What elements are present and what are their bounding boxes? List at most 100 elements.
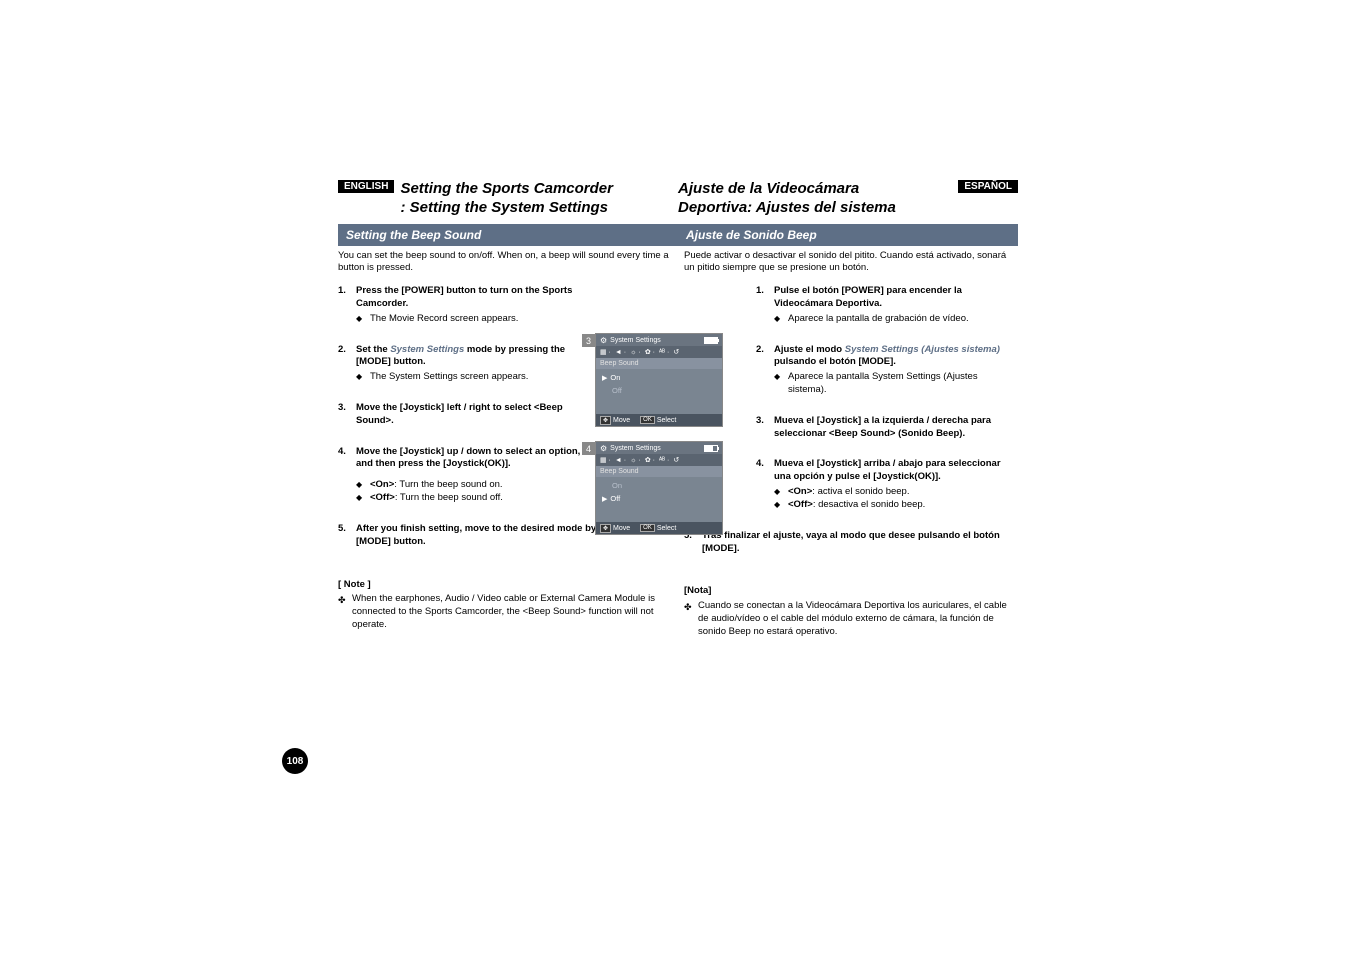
step-en-2-sub-0: The System Settings screen appears. — [356, 371, 593, 384]
title-spanish-line1: Ajuste de la Videocámara — [678, 180, 859, 197]
lang-badge-english: ENGLISH — [338, 180, 394, 193]
step-en-2: Set the System Settings mode by pressing… — [338, 344, 593, 384]
gear-icon: ⚙ — [600, 336, 607, 345]
step-es-4-opt-1: <Off>: desactiva el sonido beep. — [774, 499, 1018, 512]
brightness-icon: ☼ · — [630, 349, 641, 356]
steps-spanish-cont: Tras finalizar el ajuste, vaya al modo q… — [684, 530, 1018, 556]
steps-spanish: Pulse el botón [POWER] para encender la … — [756, 285, 1018, 512]
step-en-2-pre: Set the — [356, 344, 390, 355]
screenshot-3-title: System Settings — [610, 337, 661, 344]
ok-icon: OK — [640, 416, 655, 424]
step-en-1: Press the [POWER] button to turn on the … — [338, 285, 593, 325]
reset-icon: ↺ — [673, 348, 679, 356]
note-body-english: When the earphones, Audio / Video cable … — [338, 593, 672, 631]
screenshot-3-footer: ✥Move OKSelect — [596, 414, 722, 426]
step-en-1-sub-0: The Movie Record screen appears. — [356, 313, 593, 326]
battery-fill — [705, 446, 713, 451]
header-col-spanish: Ajuste de la Videocámara Deportiva: Ajus… — [678, 180, 1018, 218]
step-es-4-opt-0-label: <On> — [788, 486, 812, 497]
battery-icon — [704, 337, 718, 344]
step-es-4-opt-0: <On>: activa el sonido beep. — [774, 486, 1018, 499]
step-es-1-pre: Pulse el botón [POWER] para encender la … — [774, 285, 962, 309]
intro-spanish: Puede activar o desactivar el sonido del… — [684, 250, 1018, 276]
battery-icon — [704, 445, 718, 452]
section-bar-row: Setting the Beep Sound Ajuste de Sonido … — [338, 218, 1018, 246]
screenshot-4-title: System Settings — [610, 445, 661, 452]
speaker-icon: ◄ · — [615, 457, 626, 464]
screenshot-4-row-on-text: On — [612, 481, 622, 490]
step-es-4-opt-1-label: <Off> — [788, 499, 813, 510]
step-en-4-opt-1: <Off>: Turn the beep sound off. — [356, 492, 593, 505]
screenshot-4-row-off: ▶Off — [596, 492, 722, 505]
header-row: ENGLISH Setting the Sports Camcorder : S… — [338, 180, 1018, 218]
step-es-4-pre: Mueva el [Joystick] arriba / abajo para … — [774, 458, 1001, 482]
step-es-2-ital: System Settings (Ajustes sistema) — [845, 344, 1000, 355]
step-es-2-pre: Ajuste el modo — [774, 344, 845, 355]
move-hint: ✥Move — [600, 524, 630, 533]
step-en-4-opt-0: <On>: Turn the beep sound on. — [356, 479, 593, 492]
battery-fill — [705, 338, 717, 343]
screenshot-4-footer: ✥Move OKSelect — [596, 522, 722, 534]
select-label-4: Select — [657, 525, 676, 532]
title-spanish: Ajuste de la Videocámara Deportiva: Ajus… — [678, 180, 896, 218]
screenshot-4-titlebar: ⚙ System Settings — [596, 442, 722, 454]
screenshot-3: 3 ⚙ System Settings ▦ · ◄ · ☼ · ✿ · ᴬᴮ ·… — [595, 333, 723, 427]
screenshot-4-body: On ▶Off — [596, 477, 722, 507]
screenshot-3-row-on-text: On — [610, 373, 620, 382]
reset-icon: ↺ — [673, 456, 679, 464]
screenshot-4-iconrow: ▦ · ◄ · ☼ · ✿ · ᴬᴮ · ↺ — [596, 454, 722, 466]
select-hint: OKSelect — [640, 524, 676, 532]
camcorder-screenshots: 3 ⚙ System Settings ▦ · ◄ · ☼ · ✿ · ᴬᴮ ·… — [595, 333, 723, 549]
header-col-english: ENGLISH Setting the Sports Camcorder : S… — [338, 180, 678, 218]
step-es-2-sub-0: Aparece la pantalla System Settings (Aju… — [774, 371, 1018, 397]
step-es-3: Mueva el [Joystick] a la izquierda / der… — [756, 415, 1018, 441]
joystick-icon: ✥ — [600, 416, 611, 425]
gear-small-icon: ✿ · — [645, 348, 655, 356]
section-bar-english: Setting the Beep Sound — [338, 224, 678, 246]
step-en-4-opt-0-desc: : Turn the beep sound on. — [394, 479, 502, 490]
step-en-2-ital: System Settings — [390, 344, 464, 355]
page-number-badge: 108 — [282, 748, 308, 774]
note-head-spanish: [Nota] — [684, 585, 1018, 598]
gear-small-icon: ✿ · — [645, 456, 655, 464]
arrow-icon: ▶ — [602, 495, 607, 503]
screenshot-4: 4 ⚙ System Settings ▦ · ◄ · ☼ · ✿ · ᴬᴮ ·… — [595, 441, 723, 535]
gear-icon: ⚙ — [600, 444, 607, 453]
step-en-3-pre: Move the [Joystick] left / right to sele… — [356, 402, 563, 426]
intro-english: You can set the beep sound to on/off. Wh… — [338, 250, 672, 276]
step-es-2-post: pulsando el botón [MODE]. — [774, 356, 896, 367]
step-es-2: Ajuste el modo System Settings (Ajustes … — [756, 344, 1018, 397]
move-label: Move — [613, 417, 630, 424]
screenshot-3-row-off-text: Off — [612, 386, 622, 395]
brightness-icon: ☼ · — [630, 457, 641, 464]
step-en-3: Move the [Joystick] left / right to sele… — [338, 402, 593, 428]
select-label: Select — [657, 417, 676, 424]
step-en-4-opt-0-label: <On> — [370, 479, 394, 490]
screenshot-4-number: 4 — [582, 442, 595, 455]
step-es-1: Pulse el botón [POWER] para encender la … — [756, 285, 1018, 325]
title-spanish-line2: Deportiva: Ajustes del sistema — [678, 199, 896, 216]
move-hint: ✥Move — [600, 416, 630, 425]
step-en-4-opt-1-desc: : Turn the beep sound off. — [395, 492, 503, 503]
date-icon: ▦ · — [600, 348, 611, 356]
ok-icon: OK — [640, 524, 655, 532]
screenshot-3-titlebar: ⚙ System Settings — [596, 334, 722, 346]
step-en-4-opt-1-label: <Off> — [370, 492, 395, 503]
step-es-5: Tras finalizar el ajuste, vaya al modo q… — [684, 530, 1018, 556]
col-spanish: Puede activar o desactivar el sonido del… — [678, 246, 1018, 639]
steps-english: Press the [POWER] button to turn on the … — [338, 285, 593, 505]
screenshot-3-row-off: Off — [596, 384, 722, 397]
section-bar-spanish: Ajuste de Sonido Beep — [678, 224, 1018, 246]
screenshot-4-row-on: On — [596, 479, 722, 492]
screenshot-3-label: Beep Sound — [596, 358, 722, 369]
step-es-5-pre: Tras finalizar el ajuste, vaya al modo q… — [702, 530, 1000, 554]
step-es-3-pre: Mueva el [Joystick] a la izquierda / der… — [774, 415, 991, 439]
step-en-1-pre: Press the [POWER] button to turn on the … — [356, 285, 572, 309]
step-en-4: Move the [Joystick] up / down to select … — [338, 446, 593, 505]
screenshot-3-iconrow: ▦ · ◄ · ☼ · ✿ · ᴬᴮ · ↺ — [596, 346, 722, 358]
date-icon: ▦ · — [600, 456, 611, 464]
screenshot-3-number: 3 — [582, 334, 595, 347]
title-english-line1: Setting the Sports Camcorder — [400, 180, 613, 197]
joystick-icon: ✥ — [600, 524, 611, 533]
step-es-4: Mueva el [Joystick] arriba / abajo para … — [756, 458, 1018, 511]
